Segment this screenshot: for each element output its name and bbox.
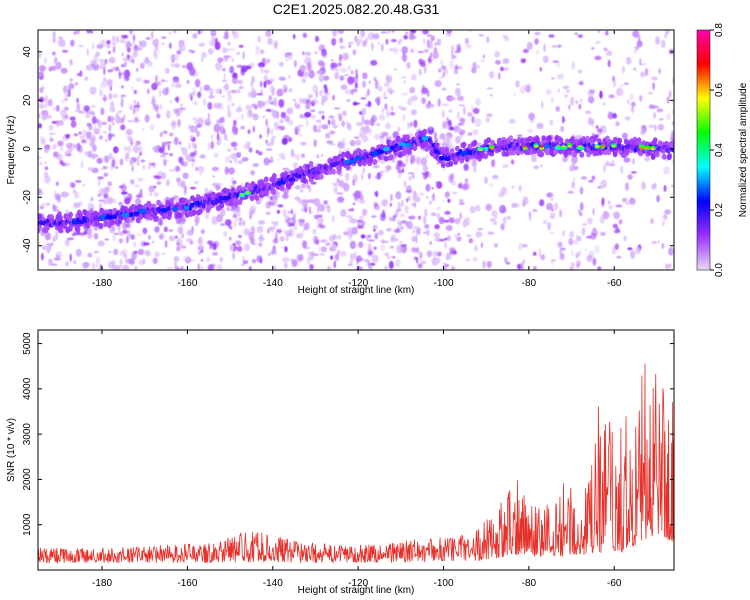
snr-x-tick-label: -120 bbox=[348, 578, 368, 589]
spectrogram-y-tick-label: 20 bbox=[22, 94, 33, 106]
spectrogram-plot-area bbox=[38, 30, 674, 270]
snr-x-tick-label: -100 bbox=[433, 578, 453, 589]
spectrogram-x-tick-label: -140 bbox=[263, 278, 283, 289]
snr-x-axis: -180 -160 -140 -120 -100 -80 -60 bbox=[92, 330, 622, 589]
spectrogram-y-tick-label: 0 bbox=[22, 146, 33, 152]
snr-series-line bbox=[38, 363, 674, 564]
snr-y-tick-label: 4000 bbox=[22, 377, 33, 400]
spectrogram-ridge-peaks bbox=[38, 136, 656, 225]
colorbar-tick-label: 0.6 bbox=[714, 83, 725, 97]
snr-x-tick-label: -60 bbox=[607, 578, 622, 589]
colorbar: 0.0 0.2 0.4 0.6 0.8 Normalized spectral ampl… bbox=[696, 23, 749, 277]
spectrogram-x-axis: -180 -160 -140 -120 -100 -80 -60 bbox=[92, 30, 622, 289]
colorbar-gradient bbox=[696, 29, 711, 271]
colorbar-label: Normalized spectral amplitude bbox=[738, 82, 749, 217]
spectrogram-y-tick-label: -20 bbox=[22, 190, 33, 205]
spectrogram-y-axis: -40 -20 0 20 40 bbox=[22, 46, 674, 253]
colorbar-tick-label: 0.0 bbox=[714, 263, 725, 277]
colorbar-tick-label: 0.2 bbox=[714, 203, 725, 217]
spectrogram-x-tick-label: -180 bbox=[92, 278, 112, 289]
spectrogram-y-tick-label: -40 bbox=[22, 238, 33, 253]
snr-x-label: Height of straight line (km) bbox=[298, 585, 415, 596]
snr-plot-area bbox=[38, 363, 674, 564]
spectrogram-y-tick-label: 40 bbox=[22, 46, 33, 58]
snr-x-tick-label: -180 bbox=[92, 578, 112, 589]
chart-title: C2E1.2025.082.20.48.G31 bbox=[273, 1, 440, 17]
spectrogram-x-tick-label: -80 bbox=[522, 278, 537, 289]
snr-y-label: SNR (10 * v/v) bbox=[6, 418, 17, 482]
colorbar-tick-label: 0.8 bbox=[714, 23, 725, 37]
snr-y-axis: 1000 2000 3000 4000 5000 bbox=[22, 332, 674, 536]
snr-y-tick-label: 2000 bbox=[22, 468, 33, 491]
spectrogram-x-label: Height of straight line (km) bbox=[298, 285, 415, 296]
snr-y-tick-label: 1000 bbox=[22, 513, 33, 536]
snr-panel: -180 -160 -140 -120 -100 -80 -60 1000 2000 3000 4… bbox=[6, 329, 675, 596]
colorbar-axis: 0.0 0.2 0.4 0.6 0.8 bbox=[710, 23, 725, 277]
snr-y-tick-label: 3000 bbox=[22, 423, 33, 446]
spectrogram-x-tick-label: -160 bbox=[177, 278, 197, 289]
spectrogram-noise bbox=[38, 30, 674, 270]
snr-x-tick-label: -80 bbox=[522, 578, 537, 589]
snr-frame bbox=[37, 329, 675, 571]
spectrogram-panel: -180 -160 -140 -120 -100 -80 -60 -40 -20 0 20 40 H… bbox=[6, 29, 675, 296]
snr-x-tick-label: -160 bbox=[177, 578, 197, 589]
colorbar-tick-label: 0.4 bbox=[714, 143, 725, 157]
snr-x-tick-label: -140 bbox=[263, 578, 283, 589]
spectrogram-x-tick-label: -60 bbox=[607, 278, 622, 289]
spectrogram-frame bbox=[37, 29, 675, 271]
snr-y-tick-label: 5000 bbox=[22, 332, 33, 355]
spectrogram-y-label: Frequency (Hz) bbox=[6, 116, 17, 185]
spectrogram-x-tick-label: -120 bbox=[348, 278, 368, 289]
spectrogram-x-tick-label: -100 bbox=[433, 278, 453, 289]
